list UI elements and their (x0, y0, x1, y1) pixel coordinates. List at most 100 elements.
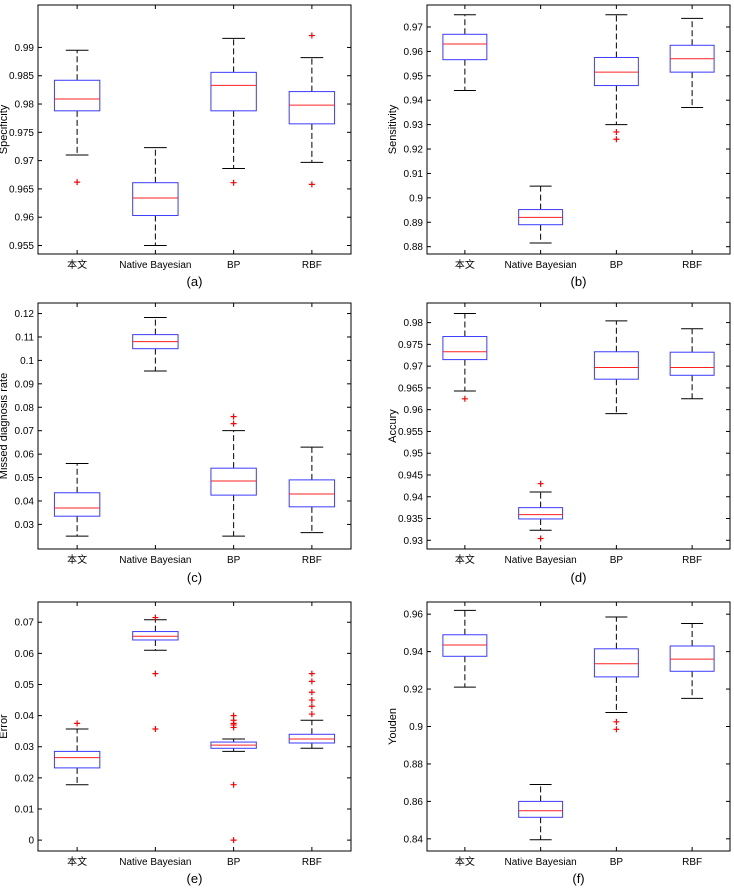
ytick-label: 0.03 (15, 520, 35, 531)
outlier-marker (537, 535, 544, 542)
box-RBF (669, 623, 715, 699)
ytick-label: 0.1 (20, 356, 34, 367)
ytick-label: 0.95 (404, 71, 424, 82)
ytick-label: 0.945 (398, 470, 423, 481)
outlier-marker (230, 413, 237, 420)
y-axis-label: Error (0, 714, 10, 739)
axes-frame (37, 4, 352, 255)
ytick-label: 0.92 (404, 145, 424, 156)
box-Native Bayesian (132, 317, 179, 372)
ytick-label: 0.05 (15, 473, 35, 484)
ytick-label: 0.04 (15, 711, 35, 722)
box-BP (210, 712, 257, 844)
ytick-label: 0.93 (404, 536, 424, 547)
category-label: BP (610, 555, 624, 566)
iqr-box (53, 79, 101, 112)
axes-frame (426, 302, 731, 550)
iqr-box (210, 71, 257, 112)
box-本文 (442, 312, 488, 402)
box-RBF (669, 328, 715, 400)
subplot-d: 0.93 0.935 0.94 0.945 0.95 0.955 0.96 0.965 0.97… (387, 302, 731, 585)
category-label: BP (610, 857, 624, 868)
subplot-a: 0.955 0.96 0.965 0.97 0.975 0.98 0.985 0.99 本文 Na… (0, 4, 352, 289)
iqr-box (518, 800, 564, 818)
box-Native Bayesian (132, 147, 179, 247)
category-label: BP (227, 260, 241, 271)
iqr-box (53, 750, 101, 769)
outlier-marker (308, 670, 315, 677)
outlier-marker (308, 711, 315, 718)
subplot-e: 0 0.01 0.02 0.03 0.04 0.05 0.06 0.07 本文 Native Ba… (0, 601, 352, 886)
ytick-label: 0.985 (9, 71, 34, 82)
axes-frame (426, 4, 731, 255)
ytick-label: 0.94 (404, 647, 424, 658)
box-本文 (53, 49, 101, 186)
ytick-label: 0.94 (404, 492, 424, 503)
y-axis-label: Sensitivity (387, 104, 399, 154)
ytick-label: 0.04 (15, 496, 35, 507)
ytick-label: 0.88 (404, 759, 424, 770)
outlier-marker (152, 614, 159, 621)
ytick-label: 0.02 (15, 773, 35, 784)
iqr-box (288, 479, 336, 508)
ytick-label: 0.89 (404, 218, 424, 229)
box-Native Bayesian (518, 480, 564, 542)
axes-frame (37, 302, 352, 550)
outlier-marker (308, 697, 315, 704)
box-Native Bayesian (132, 614, 179, 732)
subplot-caption: (c) (187, 570, 202, 585)
box-Native Bayesian (518, 784, 564, 841)
ytick-label: 0.92 (404, 685, 424, 696)
box-RBF (288, 670, 336, 749)
ytick-label: 0.99 (15, 43, 35, 54)
box-本文 (442, 14, 488, 91)
ytick-label: 0.07 (15, 426, 35, 437)
outlier-marker (74, 720, 81, 727)
iqr-box (442, 33, 488, 61)
ytick-label: 0.96 (404, 405, 424, 416)
ytick-label: 0.935 (398, 514, 423, 525)
outlier-marker (613, 128, 620, 135)
axes-frame (426, 601, 731, 852)
subplot-caption: (b) (571, 274, 587, 289)
ytick-label: 0.95 (404, 449, 424, 460)
iqr-box (593, 56, 639, 87)
ytick-label: 0.91 (404, 169, 424, 180)
box-本文 (53, 720, 101, 786)
ytick-label: 0.9 (409, 722, 423, 733)
outlier-marker (537, 480, 544, 487)
iqr-box (53, 492, 101, 517)
ytick-label: 0.975 (398, 340, 423, 351)
category-label: BP (227, 857, 241, 868)
y-axis-label: Youden (387, 708, 399, 745)
ytick-label: 0.08 (15, 403, 35, 414)
ytick-label: 0.09 (15, 379, 35, 390)
box-本文 (442, 609, 488, 688)
subplot-caption: (f) (572, 871, 584, 886)
ytick-label: 0.96 (404, 47, 424, 58)
ytick-label: 0.06 (15, 450, 35, 461)
category-label: RBF (682, 857, 702, 868)
category-label: 本文 (67, 855, 87, 868)
ytick-label: 0.93 (404, 120, 424, 131)
outlier-marker (230, 724, 237, 731)
category-label: RBF (682, 260, 702, 271)
ytick-label: 0.98 (404, 318, 424, 329)
category-label: 本文 (455, 258, 475, 271)
iqr-box (442, 336, 488, 361)
outlier-marker (308, 678, 315, 685)
outlier-marker (308, 181, 315, 188)
ytick-label: 0.955 (9, 241, 34, 252)
ytick-label: 0.06 (15, 649, 35, 660)
box-BP (593, 14, 639, 143)
outlier-marker (461, 395, 468, 402)
outlier-marker (152, 670, 159, 677)
category-label: RBF (682, 555, 702, 566)
box-BP (210, 413, 257, 537)
category-label: RBF (302, 260, 322, 271)
category-label: Native Bayesian (119, 555, 191, 566)
ytick-label: 0 (28, 836, 34, 847)
box-BP (593, 616, 639, 733)
ytick-label: 0.07 (15, 618, 35, 629)
